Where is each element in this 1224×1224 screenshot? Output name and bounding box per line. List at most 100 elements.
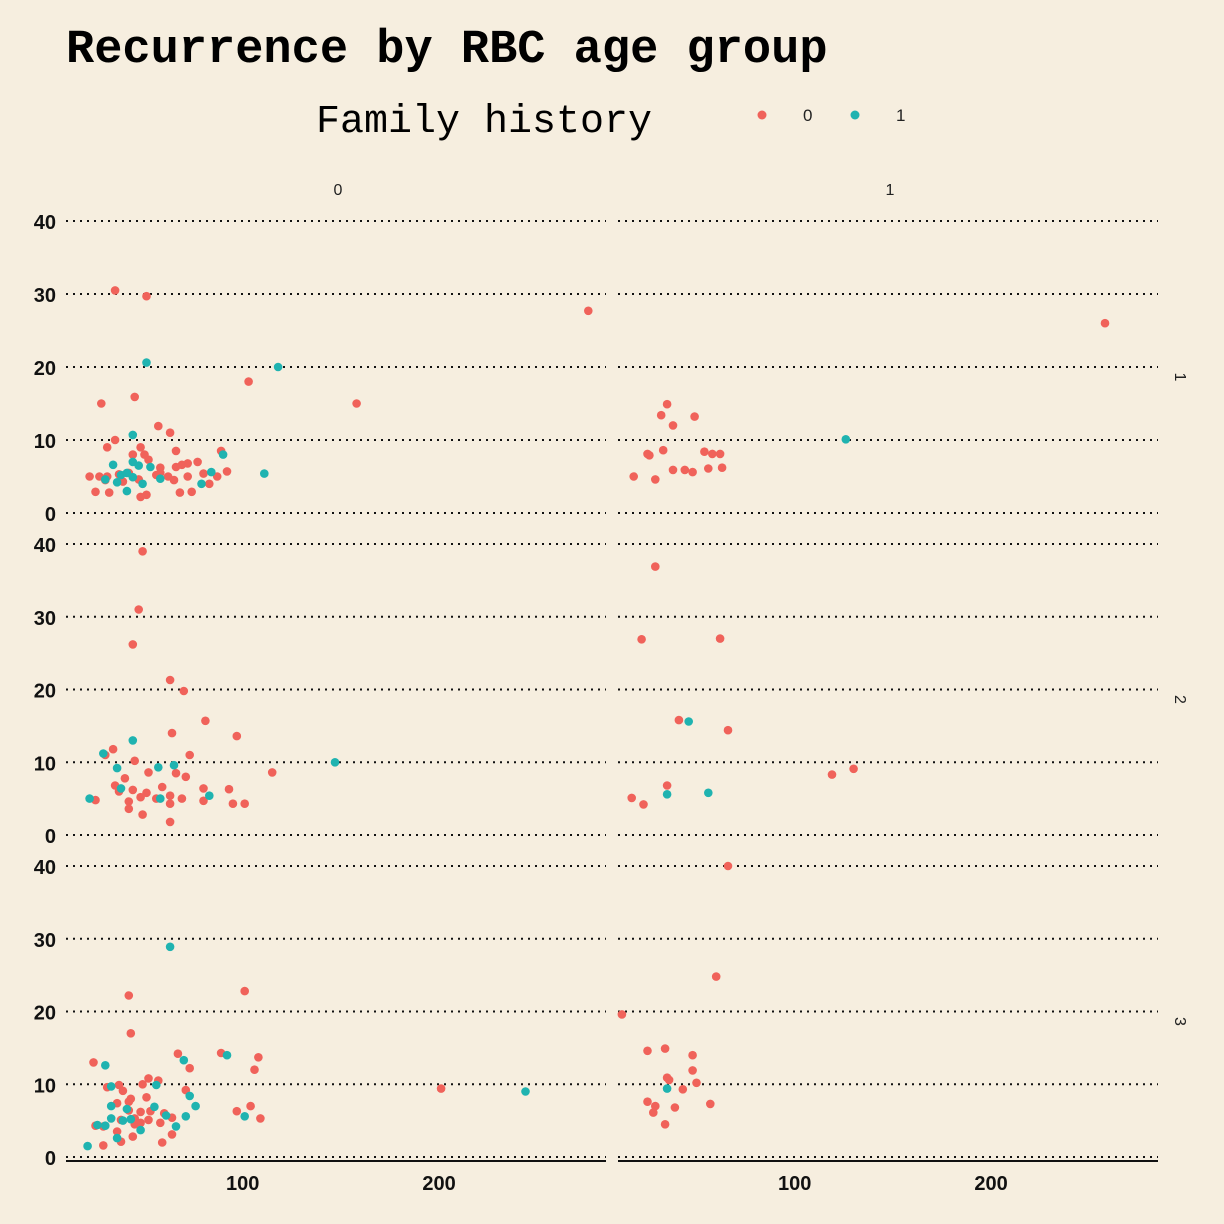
data-point (116, 784, 126, 793)
data-point (244, 377, 253, 386)
x-tick-label: 100 (226, 1173, 259, 1195)
data-point (199, 796, 208, 806)
data-point (660, 1044, 670, 1053)
data-point (152, 1080, 161, 1090)
data-point (89, 1058, 98, 1067)
data-point (651, 475, 660, 484)
legend-title: Family history (316, 100, 652, 145)
column-strip-label: 0 (334, 182, 343, 199)
data-point (154, 421, 163, 431)
data-point (142, 788, 151, 798)
data-point (91, 487, 100, 497)
legend-label-1: 1 (896, 106, 905, 125)
data-point (83, 1141, 92, 1151)
data-point (224, 784, 234, 794)
data-point (706, 1099, 715, 1109)
data-point (138, 547, 147, 556)
data-point (849, 764, 858, 774)
data-point (128, 640, 138, 649)
legend-key-1 (850, 110, 860, 120)
data-point (156, 1118, 165, 1128)
data-point (101, 1061, 110, 1070)
data-point (246, 1101, 255, 1111)
data-point (106, 1101, 116, 1111)
data-point (144, 455, 153, 465)
data-points (83, 286, 1110, 1151)
data-point (240, 799, 249, 808)
data-point (171, 1122, 181, 1131)
data-point (173, 1049, 183, 1058)
data-point (136, 1118, 145, 1128)
data-point (130, 392, 139, 402)
legend-label-0: 0 (803, 106, 812, 125)
data-point (670, 1103, 680, 1112)
data-point (656, 410, 666, 420)
data-point (723, 861, 733, 871)
data-point (122, 1104, 132, 1114)
data-point (717, 463, 727, 473)
data-point (102, 443, 112, 452)
data-point (183, 472, 192, 481)
y-tick-label: 40 (34, 212, 56, 234)
data-point (124, 804, 134, 814)
data-point (205, 791, 214, 800)
data-point (700, 447, 709, 457)
data-point (181, 1112, 191, 1121)
data-point (662, 1084, 672, 1093)
data-point (187, 487, 196, 497)
data-point (643, 1046, 652, 1056)
data-point (150, 1102, 159, 1112)
data-point (144, 768, 153, 777)
data-point (157, 1138, 167, 1147)
data-point (85, 472, 94, 481)
legend: Family history 0 1 (316, 100, 905, 145)
data-point (662, 399, 672, 409)
data-point (165, 791, 175, 800)
data-point (708, 449, 717, 459)
data-point (688, 1050, 697, 1060)
data-point (128, 736, 138, 745)
x-tick-label: 100 (778, 1173, 811, 1195)
data-point (193, 457, 202, 467)
data-point (138, 479, 147, 489)
data-point (688, 1066, 697, 1075)
data-point (146, 462, 155, 472)
data-point (228, 799, 238, 808)
data-point (668, 465, 678, 475)
data-point (156, 794, 165, 803)
data-point (629, 472, 638, 481)
data-point (136, 443, 145, 452)
data-point (134, 461, 143, 470)
data-point (651, 562, 660, 571)
axes: 0 10 20 30 40 0 10 20 30 40 0 10 20 30 40 100 200 100 200 (34, 212, 1158, 1195)
data-point (142, 291, 151, 301)
data-point (101, 475, 110, 484)
data-point (122, 486, 132, 496)
data-point (199, 469, 208, 478)
data-point (218, 450, 228, 459)
data-point (112, 763, 122, 773)
y-tick-label: 20 (34, 681, 56, 703)
data-point (704, 464, 713, 473)
data-point (711, 972, 721, 981)
data-point (191, 1101, 200, 1111)
data-point (130, 756, 139, 766)
data-point (197, 479, 206, 489)
data-point (126, 1029, 136, 1038)
data-point (136, 792, 145, 802)
data-point (678, 1085, 688, 1094)
gridlines (66, 220, 1158, 1158)
data-point (723, 725, 733, 735)
y-tick-label: 40 (34, 535, 56, 557)
data-point (136, 1107, 145, 1117)
data-point (212, 472, 222, 481)
row-strip-label: 3 (1171, 1017, 1188, 1026)
data-point (126, 1114, 136, 1124)
data-point (260, 469, 269, 478)
data-point (692, 1078, 701, 1088)
facet-strips: 0 1 1 2 3 (334, 182, 1188, 1026)
data-point (240, 1112, 249, 1121)
data-point (617, 1010, 627, 1019)
data-point (352, 399, 361, 408)
y-tick-label: 30 (34, 285, 56, 307)
